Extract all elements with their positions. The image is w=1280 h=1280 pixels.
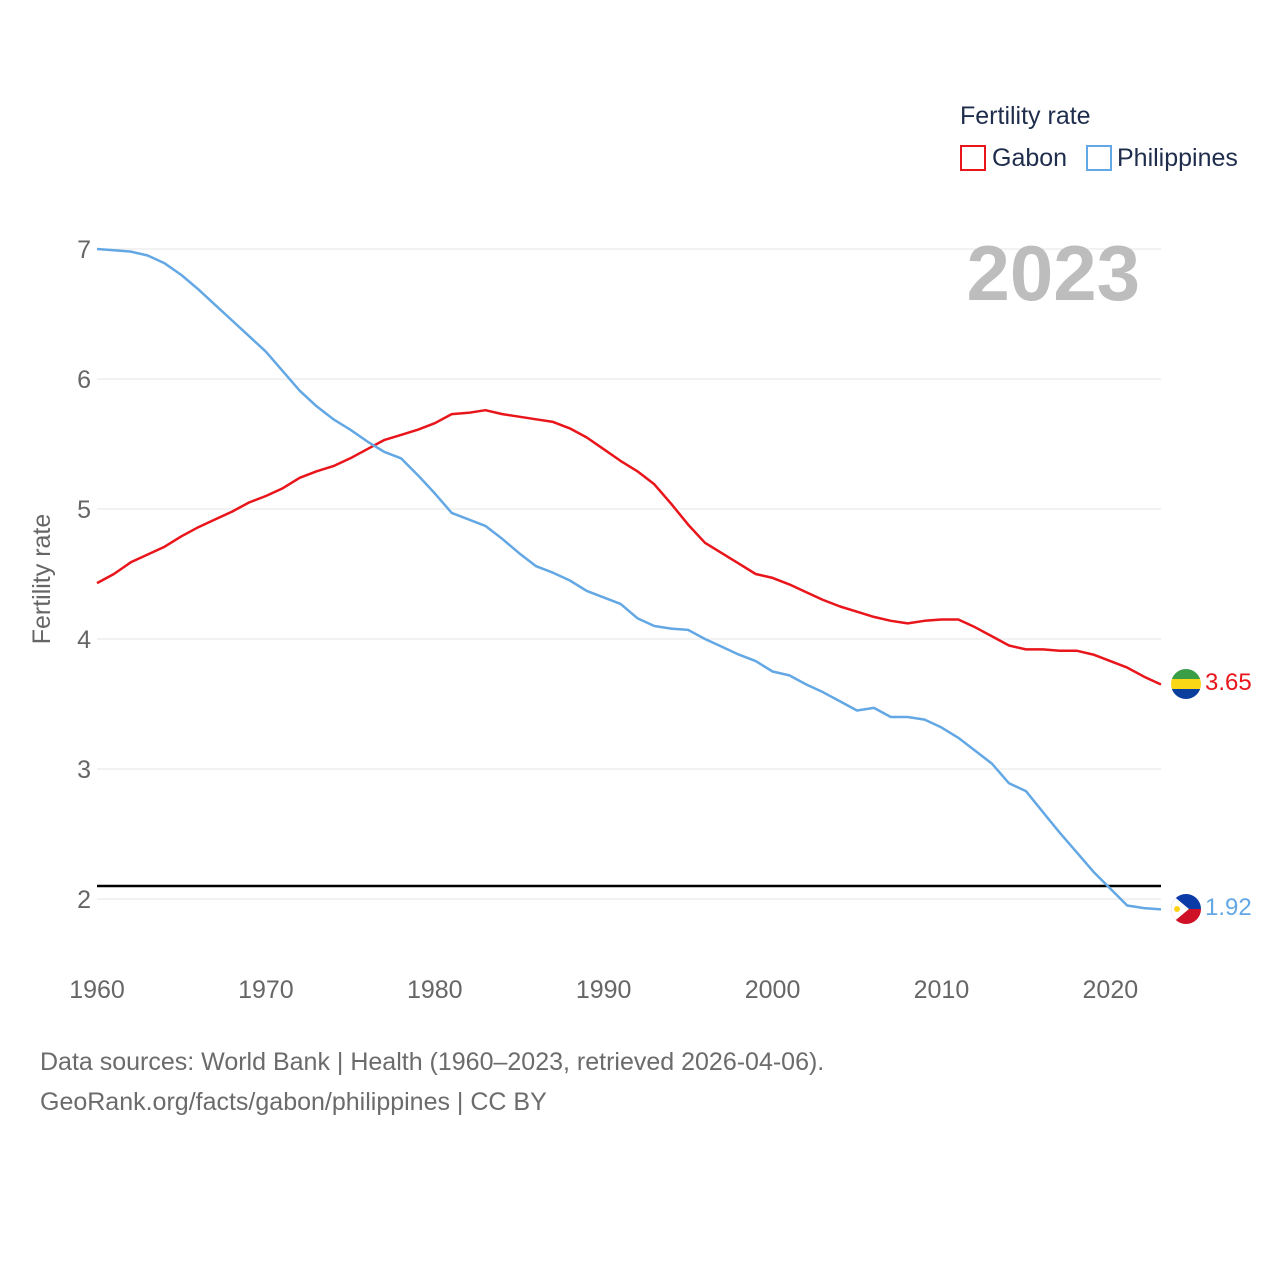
- chart-footer: Data sources: World Bank | Health (1960–…: [40, 1042, 824, 1122]
- end-value-gabon: 3.65: [1205, 669, 1252, 696]
- data-sources-text: Data sources: World Bank | Health (1960–…: [40, 1048, 825, 1076]
- x-tick-label: 2010: [914, 976, 970, 1004]
- x-tick-label: 2000: [745, 976, 801, 1004]
- fertility-chart: 2 3 4 5 6 7 1960 1970 1980 1990 2000 2010 2020 Fert…: [28, 102, 1252, 1004]
- x-tick-label: 1980: [407, 976, 463, 1004]
- y-tick-label: 4: [77, 626, 91, 654]
- x-tick-label: 2020: [1083, 976, 1139, 1004]
- y-axis-title: Fertility rate: [28, 514, 56, 645]
- y-tick-label: 6: [77, 366, 91, 394]
- end-value-philippines: 1.92: [1205, 894, 1252, 921]
- legend-swatch-philippines[interactable]: [1086, 145, 1112, 171]
- series-lines: [96, 247, 1162, 911]
- series-line-philippines[interactable]: [96, 247, 1162, 911]
- x-axis-ticks: 1960 1970 1980 1990 2000 2010 2020: [69, 976, 1138, 1004]
- y-axis-ticks: 2 3 4 5 6 7: [77, 236, 91, 914]
- y-tick-label: 2: [77, 886, 91, 914]
- legend-label-gabon[interactable]: Gabon: [992, 144, 1067, 172]
- y-tick-label: 3: [77, 756, 91, 784]
- series-line-gabon[interactable]: [96, 408, 1162, 686]
- legend-label-philippines[interactable]: Philippines: [1117, 144, 1238, 172]
- x-tick-label: 1990: [576, 976, 632, 1004]
- gabon-flag-icon: [1171, 669, 1201, 699]
- y-tick-label: 7: [77, 236, 91, 264]
- legend-title: Fertility rate: [960, 102, 1091, 130]
- grid-lines: [97, 248, 1161, 900]
- year-label: 2023: [966, 229, 1140, 317]
- x-tick-label: 1960: [69, 976, 125, 1004]
- y-tick-label: 5: [77, 496, 91, 524]
- x-tick-label: 1970: [238, 976, 294, 1004]
- attribution-text: GeoRank.org/facts/gabon/philippines | CC…: [40, 1088, 547, 1116]
- legend-swatch-gabon[interactable]: [960, 145, 986, 171]
- philippines-flag-icon: [1171, 894, 1201, 924]
